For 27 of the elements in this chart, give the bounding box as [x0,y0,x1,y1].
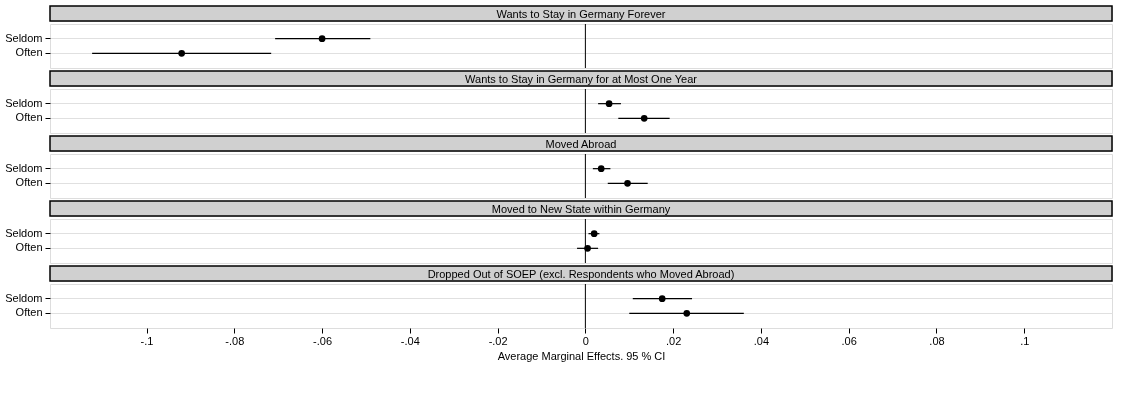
chart-title: Wants to Stay in Germany for at Most One Year [465,72,698,85]
y-tick-label: Seldom [5,96,43,109]
x-tick-label: -.04 [400,334,420,347]
chart-title: Wants to Stay in Germany Forever [496,7,666,20]
y-tick-label: Often [15,46,43,59]
y-tick-label: Often [15,111,43,124]
y-tick-label: Seldom [5,291,43,304]
x-tick-label: 0 [582,334,589,347]
y-tick-label: Seldom [5,31,43,44]
x-tick-label: .04 [753,334,770,347]
chart-title: Moved to New State within Germany [491,202,671,215]
x-tick-label: -.06 [313,334,333,347]
x-axis-title: Average Marginal Effects. 95 % CI [497,349,666,362]
y-tick-label: Often [15,306,43,319]
y-tick-label: Seldom [5,161,43,174]
y-tick-label: Seldom [5,226,43,239]
x-tick-label: .02 [666,334,682,347]
x-tick-label: .08 [929,334,945,347]
x-tick-label: -.02 [488,334,508,347]
chart-title: Dropped Out of SOEP (excl. Respondents who Moved Abroad) [427,267,735,280]
chart-title: Moved Abroad [545,137,617,150]
y-tick-label: Often [15,176,43,189]
y-tick-label: Often [15,241,43,254]
x-tick-label: -.08 [225,334,245,347]
x-tick-label: -.1 [140,334,154,347]
x-tick-label: .06 [841,334,857,347]
x-tick-label: .1 [1020,334,1030,347]
